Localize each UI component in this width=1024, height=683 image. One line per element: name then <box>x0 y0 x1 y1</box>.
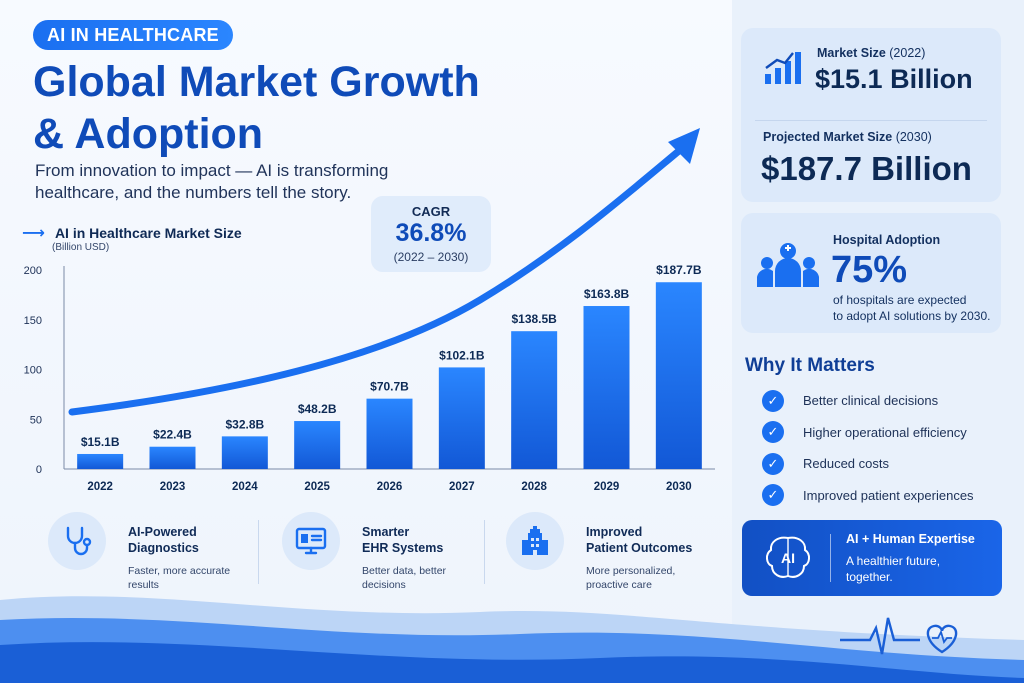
market-size-value: $15.1 Billion <box>815 64 973 94</box>
why-item: ✓ Better clinical decisions <box>762 385 974 417</box>
feature-title: AI-Powered <box>128 525 197 539</box>
arrow-right-icon: ⟶ <box>22 225 45 242</box>
cagr-label: CAGR <box>411 204 451 219</box>
why-title: Why It Matters <box>745 355 875 376</box>
why-item: ✓ Improved patient experiences <box>762 480 974 512</box>
bar <box>511 331 558 469</box>
market-size-card: Market Size (2022) $15.1 Billion Project… <box>741 28 1001 202</box>
x-tick-label: 2025 <box>304 481 330 493</box>
x-tick-label: 2024 <box>232 481 258 493</box>
why-list: ✓ Better clinical decisions ✓ Higher opera… <box>762 385 974 511</box>
category-tag: AI IN HEALTHCARE <box>33 20 233 50</box>
x-tick-label: 2023 <box>160 481 186 493</box>
data-label: $32.8B <box>225 417 264 431</box>
data-label: $70.7B <box>370 380 409 394</box>
chart-title-row: ⟶ AI in Healthcare Market Size <box>22 223 242 243</box>
hospital-adoption-label: Hospital Adoption <box>833 233 941 247</box>
divider <box>830 534 831 582</box>
x-tick-label: 2030 <box>666 481 692 493</box>
feature-desc: Faster, more accurate <box>128 565 231 577</box>
bar <box>366 398 413 469</box>
check-icon: ✓ <box>762 484 784 507</box>
brain-icon: AI <box>766 536 810 578</box>
subtitle-line-1: From innovation to impact — AI is transf… <box>35 161 389 180</box>
data-label: $102.1B <box>439 348 485 362</box>
feature-desc: decisions <box>362 579 406 591</box>
hospital-adoption-desc: of hospitals are expected <box>833 293 967 307</box>
hospital-adoption-value: 75% <box>831 249 908 291</box>
feature-ehr: Smarter EHR Systems Better data, better … <box>282 512 446 602</box>
decorative-wave <box>0 596 1024 683</box>
x-tick-label: 2022 <box>87 481 113 493</box>
people-group-icon <box>757 243 819 287</box>
check-icon: ✓ <box>762 389 784 412</box>
feature-row: AI-Powered Diagnostics Faster, more accu… <box>0 512 732 602</box>
page-title: Global Market Growth & Adoption <box>33 56 593 160</box>
x-tick-label: 2028 <box>521 481 547 493</box>
x-tick-label: 2026 <box>377 481 403 493</box>
chart-unit-label: (Billion USD) <box>52 242 110 253</box>
data-label: $48.2B <box>298 402 337 416</box>
bar <box>655 282 702 469</box>
feature-outcomes: Improved Patient Outcomes More personali… <box>506 512 692 602</box>
feature-title: Patient Outcomes <box>586 541 693 555</box>
projected-size-value: $187.7 Billion <box>761 150 972 187</box>
bar <box>583 306 630 469</box>
cagr-callout: CAGR 36.8% (2022 – 2030) <box>371 196 491 272</box>
chart-title: AI in Healthcare Market Size <box>54 225 242 241</box>
growth-chart-icon <box>765 52 801 84</box>
projected-size-label: Projected Market Size (2030) <box>763 130 932 144</box>
why-item: ✓ Reduced costs <box>762 448 974 480</box>
bar <box>221 436 268 469</box>
ai-card-desc: A healthier future, <box>846 554 941 568</box>
ai-human-card: AI AI + Human Expertise A healthier futu… <box>742 520 1002 596</box>
feature-title: Improved <box>586 525 643 539</box>
monitor-record-icon <box>282 512 340 570</box>
cagr-range: (2022 – 2030) <box>393 250 469 264</box>
data-label: $163.8B <box>584 287 630 301</box>
y-tick-label: 0 <box>36 464 42 476</box>
hospital-adoption-desc: to adopt AI solutions by 2030. <box>833 309 991 323</box>
feature-diagnostics: AI-Powered Diagnostics Faster, more accu… <box>48 512 230 602</box>
divider <box>258 520 259 584</box>
data-label: $187.7B <box>656 263 702 277</box>
y-tick-label: 150 <box>24 315 42 327</box>
heartbeat-icon <box>840 617 958 655</box>
check-icon: ✓ <box>762 421 784 444</box>
bar <box>294 421 341 469</box>
feature-desc: proactive care <box>586 579 652 591</box>
ai-badge: AI <box>781 550 795 566</box>
bar <box>438 367 485 469</box>
bar <box>77 453 124 469</box>
title-line-1: Global Market Growth <box>33 58 480 106</box>
y-tick-label: 100 <box>24 365 42 377</box>
title-line-2: & Adoption <box>33 110 264 158</box>
feature-desc: Better data, better <box>362 565 447 577</box>
feature-title: Diagnostics <box>128 541 199 555</box>
why-item: ✓ Higher operational efficiency <box>762 417 974 449</box>
hospital-icon <box>506 512 564 570</box>
bar <box>149 446 196 469</box>
data-label: $138.5B <box>511 312 557 326</box>
feature-desc: More personalized, <box>586 565 676 577</box>
y-tick-label: 200 <box>24 265 42 277</box>
feature-title: Smarter <box>362 525 410 539</box>
market-size-label: Market Size (2022) <box>817 46 926 60</box>
feature-desc: results <box>128 579 159 591</box>
cagr-value: 36.8% <box>395 219 467 247</box>
divider <box>484 520 485 584</box>
ai-card-title: AI + Human Expertise <box>846 532 975 546</box>
x-tick-label: 2027 <box>449 481 475 493</box>
y-tick-label: 50 <box>30 414 42 426</box>
data-label: $15.1B <box>81 435 120 449</box>
bar-chart: 0 50 100 150 200 $15.1B 2022 $22.4B 2023 $32.8B 20… <box>24 263 715 493</box>
x-tick-label: 2029 <box>594 481 620 493</box>
stethoscope-icon <box>48 512 106 570</box>
hospital-adoption-card: Hospital Adoption 75% of hospitals are e… <box>741 213 1001 333</box>
data-label: $22.4B <box>153 428 192 442</box>
feature-title: EHR Systems <box>362 541 444 555</box>
divider <box>755 120 987 121</box>
ai-card-desc: together. <box>846 570 893 584</box>
check-icon: ✓ <box>762 452 784 475</box>
